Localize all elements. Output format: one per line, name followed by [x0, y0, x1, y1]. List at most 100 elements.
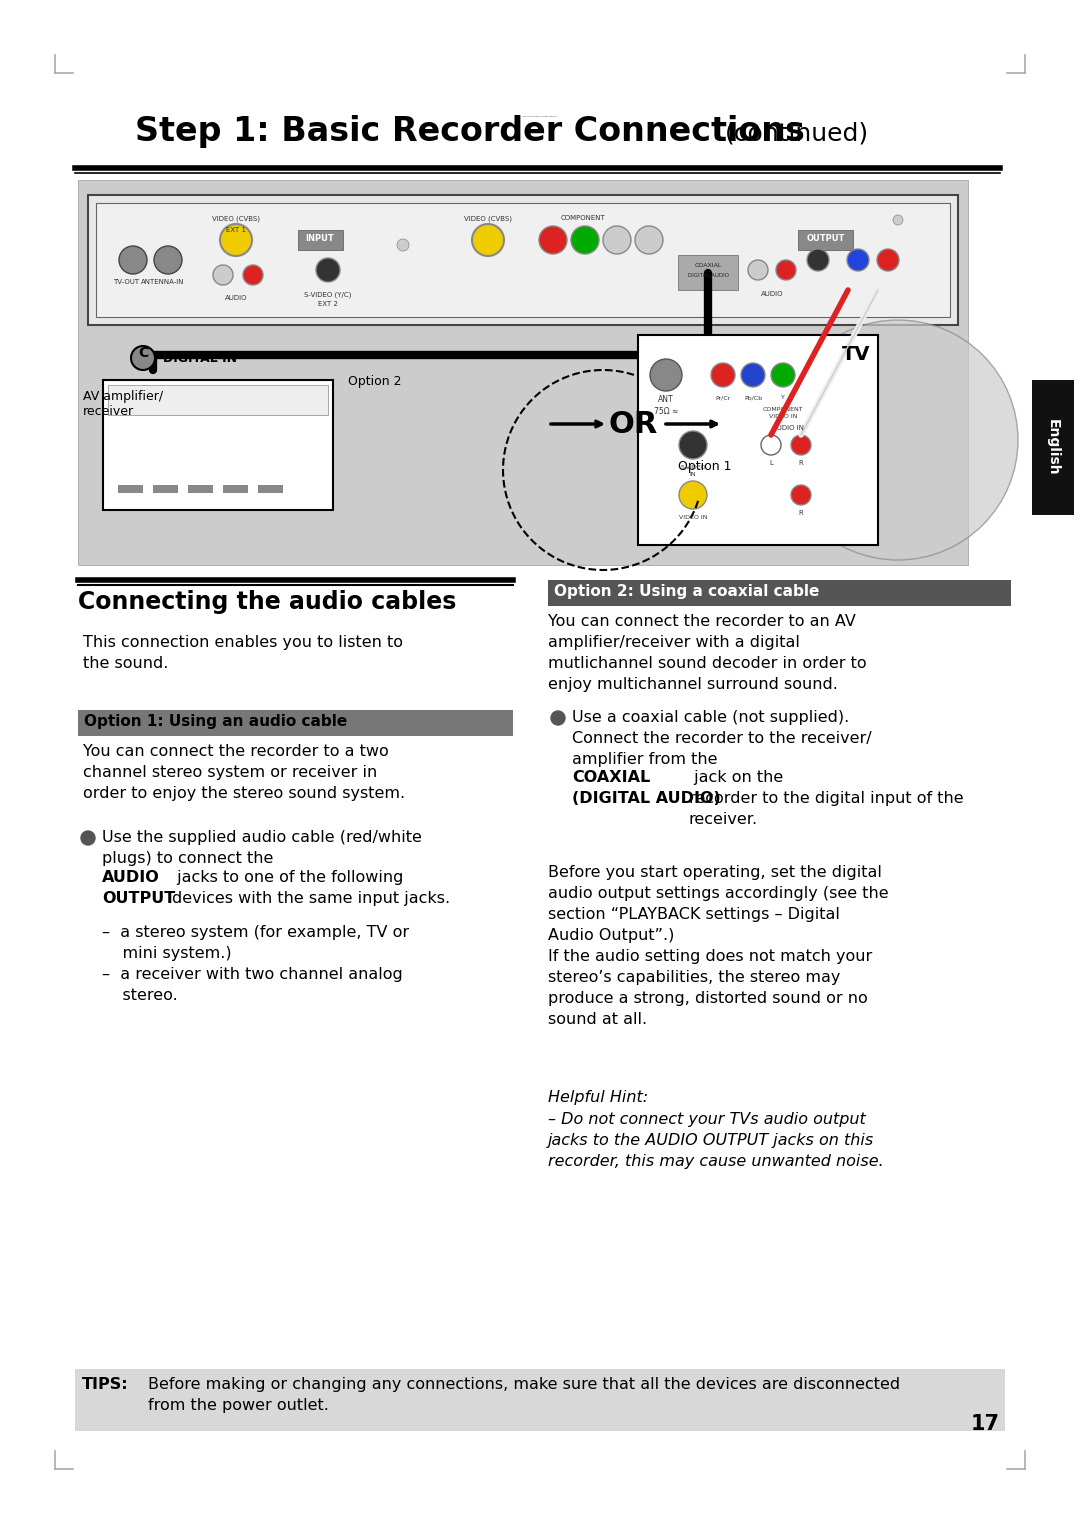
- Text: – Do not connect your TVs audio output
jacks to the AUDIO OUTPUT jacks on this
r: – Do not connect your TVs audio output j…: [548, 1113, 883, 1169]
- Text: Before making or changing any connections, make sure that all the devices are di: Before making or changing any connection…: [148, 1378, 900, 1413]
- Text: You can connect the recorder to an AV
amplifier/receiver with a digital
mutlicha: You can connect the recorder to an AV am…: [548, 614, 866, 692]
- Circle shape: [791, 485, 811, 504]
- Circle shape: [81, 831, 95, 844]
- Circle shape: [877, 248, 899, 271]
- Text: R: R: [798, 460, 804, 466]
- Bar: [1032, 379, 1074, 515]
- Bar: [298, 230, 343, 250]
- Circle shape: [603, 226, 631, 255]
- Text: INPUT: INPUT: [306, 235, 335, 242]
- Bar: [798, 230, 853, 250]
- Text: VIDEO (CVBS): VIDEO (CVBS): [464, 215, 512, 221]
- Circle shape: [711, 363, 735, 387]
- Bar: [78, 710, 513, 736]
- Text: You can connect the recorder to a two
channel stereo system or receiver in
order: You can connect the recorder to a two ch…: [83, 744, 405, 802]
- Text: 17: 17: [971, 1414, 999, 1434]
- Text: Use the supplied audio cable (red/white
plugs) to connect the: Use the supplied audio cable (red/white …: [102, 831, 422, 866]
- Text: OUTPUT: OUTPUT: [807, 235, 846, 242]
- Text: AUDIO IN: AUDIO IN: [772, 425, 804, 431]
- Text: VIDEO IN: VIDEO IN: [678, 515, 707, 520]
- Circle shape: [807, 248, 829, 271]
- Text: Option 2: Using a coaxial cable: Option 2: Using a coaxial cable: [554, 584, 820, 599]
- Text: DIGITAL IN: DIGITAL IN: [163, 352, 237, 366]
- Circle shape: [243, 265, 264, 285]
- Circle shape: [397, 239, 409, 251]
- Text: Pb/Cb: Pb/Cb: [744, 395, 762, 399]
- Text: receiver: receiver: [83, 405, 134, 418]
- Circle shape: [893, 215, 903, 226]
- Text: COMPONENT: COMPONENT: [561, 215, 606, 221]
- Circle shape: [213, 265, 233, 285]
- Text: Step 1: Basic Recorder Connections (continued): Step 1: Basic Recorder Connections (cont…: [523, 114, 557, 117]
- Text: AV amplifier/: AV amplifier/: [83, 390, 163, 402]
- Bar: [108, 386, 328, 415]
- Text: Connecting the audio cables: Connecting the audio cables: [78, 590, 457, 614]
- Circle shape: [778, 320, 1018, 559]
- Bar: [96, 203, 950, 317]
- Text: Step 1: Basic Recorder Connections: Step 1: Basic Recorder Connections: [135, 114, 816, 148]
- Circle shape: [771, 363, 795, 387]
- Circle shape: [635, 226, 663, 255]
- Text: Before you start operating, set the digital
audio output settings accordingly (s: Before you start operating, set the digi…: [548, 866, 889, 1027]
- Text: OR: OR: [608, 410, 658, 439]
- Text: TV-OUT: TV-OUT: [113, 279, 139, 285]
- Bar: [118, 485, 143, 492]
- Text: AUDIO: AUDIO: [760, 291, 783, 297]
- Text: DIGITAL AUDIO: DIGITAL AUDIO: [688, 273, 729, 277]
- Text: ANTENNA-IN: ANTENNA-IN: [141, 279, 185, 285]
- Circle shape: [679, 431, 707, 459]
- Bar: [153, 485, 178, 492]
- Text: VIDEO (CVBS): VIDEO (CVBS): [212, 215, 260, 221]
- Bar: [638, 335, 878, 546]
- Circle shape: [539, 226, 567, 255]
- Text: ANT
75Ω ≈: ANT 75Ω ≈: [653, 395, 678, 416]
- Text: This connection enables you to listen to
the sound.: This connection enables you to listen to…: [83, 636, 403, 671]
- Circle shape: [220, 224, 252, 256]
- Text: Option 2: Option 2: [348, 375, 402, 389]
- Circle shape: [777, 261, 796, 280]
- Bar: [222, 485, 248, 492]
- Text: S-VIDEO (Y/C): S-VIDEO (Y/C): [305, 291, 352, 297]
- Bar: [75, 1369, 1005, 1431]
- Text: AUDIO
OUTPUT: AUDIO OUTPUT: [102, 870, 175, 905]
- Circle shape: [571, 226, 599, 255]
- Text: R: R: [798, 511, 804, 517]
- Text: TIPS:: TIPS:: [82, 1378, 129, 1391]
- Text: English: English: [1047, 419, 1059, 475]
- Text: Option 1: Using an audio cable: Option 1: Using an audio cable: [84, 715, 348, 728]
- Text: COAXIAL: COAXIAL: [694, 264, 721, 268]
- Text: Y: Y: [781, 395, 785, 399]
- Circle shape: [119, 245, 147, 274]
- Text: COAXIAL
(DIGITAL AUDIO): COAXIAL (DIGITAL AUDIO): [572, 770, 720, 806]
- Text: EXT 1: EXT 1: [226, 227, 246, 233]
- Text: jack on the
recorder to the digital input of the
receiver.: jack on the recorder to the digital inpu…: [689, 770, 963, 828]
- Text: Pr/Cr: Pr/Cr: [715, 395, 731, 399]
- Circle shape: [316, 258, 340, 282]
- Bar: [258, 485, 283, 492]
- Bar: [678, 255, 738, 290]
- Text: jacks to one of the following
devices with the same input jacks.: jacks to one of the following devices wi…: [172, 870, 450, 905]
- Bar: [103, 379, 333, 511]
- Circle shape: [679, 482, 707, 509]
- Circle shape: [847, 248, 869, 271]
- Circle shape: [154, 245, 183, 274]
- Text: AUDIO: AUDIO: [225, 296, 247, 302]
- Bar: [548, 581, 1011, 607]
- Text: (continued): (continued): [725, 120, 869, 145]
- Text: COMPONENT
VIDEO IN: COMPONENT VIDEO IN: [762, 407, 804, 419]
- Text: L: L: [769, 460, 773, 466]
- Circle shape: [472, 224, 504, 256]
- Text: C: C: [138, 346, 148, 360]
- Circle shape: [748, 261, 768, 280]
- Bar: [188, 485, 213, 492]
- Text: EXT 2: EXT 2: [319, 302, 338, 306]
- Circle shape: [761, 434, 781, 456]
- Text: Option 1: Option 1: [678, 460, 731, 472]
- Text: Use a coaxial cable (not supplied).
Connect the recorder to the receiver/
amplif: Use a coaxial cable (not supplied). Conn…: [572, 710, 872, 767]
- Circle shape: [791, 434, 811, 456]
- Text: Helpful Hint:: Helpful Hint:: [548, 1090, 648, 1105]
- Text: TV: TV: [841, 344, 870, 364]
- Bar: [78, 180, 968, 565]
- Circle shape: [551, 712, 565, 725]
- Circle shape: [741, 363, 765, 387]
